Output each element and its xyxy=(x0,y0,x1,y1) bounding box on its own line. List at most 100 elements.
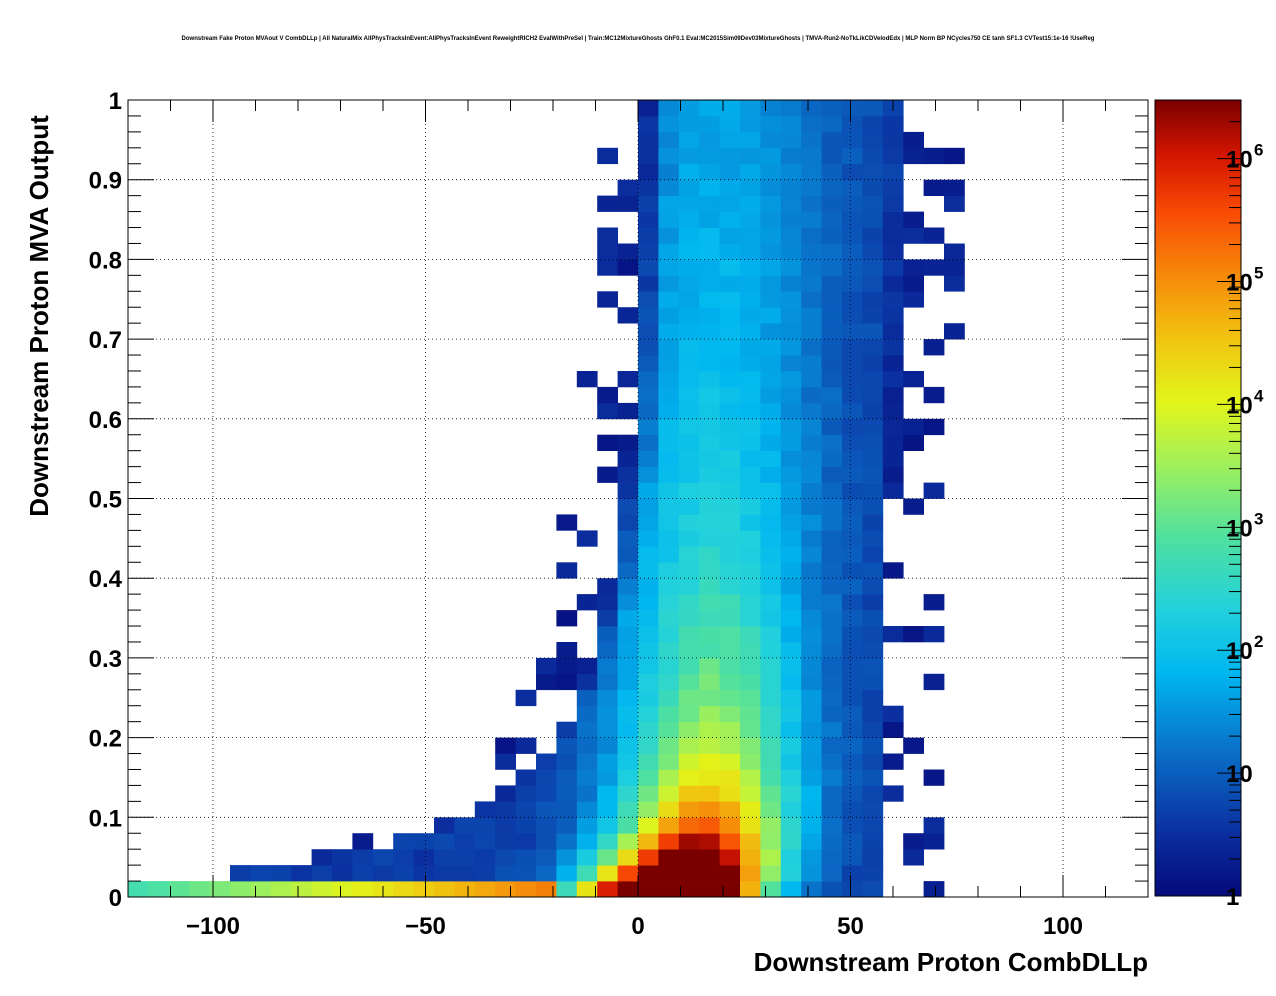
heatmap-cell xyxy=(882,355,904,372)
heatmap-cell xyxy=(617,785,639,802)
heatmap-cell xyxy=(638,721,659,738)
heatmap-cell xyxy=(638,801,659,818)
heatmap-cell xyxy=(780,163,802,181)
heatmap-cell xyxy=(454,865,476,882)
heatmap-cell xyxy=(678,753,700,770)
heatmap-cell xyxy=(699,291,720,308)
heatmap-cell xyxy=(760,355,782,372)
heatmap-cell xyxy=(740,339,761,356)
heatmap-cell xyxy=(699,227,720,244)
heatmap-cell xyxy=(780,291,802,308)
heatmap-cell xyxy=(658,323,680,340)
heatmap-cell xyxy=(882,259,904,276)
heatmap-cell xyxy=(658,530,680,547)
heatmap-cell xyxy=(536,833,557,850)
heatmap-cell xyxy=(821,482,843,499)
heatmap-cell xyxy=(760,753,782,770)
heatmap-cell xyxy=(597,386,618,404)
heatmap-cell xyxy=(638,849,659,866)
heatmap-cell xyxy=(658,705,680,722)
heatmap-cell xyxy=(617,179,639,196)
heatmap-cell xyxy=(862,673,884,691)
x-tick-label: 100 xyxy=(1043,913,1083,940)
heatmap-cell xyxy=(536,881,557,898)
heatmap-cell xyxy=(862,259,884,276)
heatmap-cell xyxy=(617,498,639,515)
heatmap-cell xyxy=(740,307,761,324)
heatmap-cell xyxy=(862,386,884,404)
heatmap-cell xyxy=(719,450,741,467)
heatmap-cell xyxy=(862,227,884,244)
heatmap-cell xyxy=(842,737,863,754)
heatmap-cell xyxy=(658,243,680,260)
heatmap-cell xyxy=(760,434,782,451)
heatmap-cell xyxy=(699,402,720,420)
heatmap-cell xyxy=(576,673,598,691)
heatmap-cell xyxy=(638,323,659,340)
heatmap-cell xyxy=(862,211,884,228)
heatmap-cell xyxy=(740,466,761,483)
heatmap-cell xyxy=(638,450,659,467)
heatmap-cell xyxy=(719,147,741,165)
heatmap-cell xyxy=(780,131,802,149)
heatmap-cell xyxy=(699,610,720,627)
heatmap-cell xyxy=(821,817,843,834)
heatmap-cell xyxy=(740,291,761,308)
heatmap-cell xyxy=(740,833,761,850)
heatmap-cell xyxy=(699,753,720,770)
heatmap-cell xyxy=(658,115,680,133)
heatmap-cell xyxy=(760,227,782,244)
heatmap-cell xyxy=(842,642,863,659)
heatmap-cell xyxy=(658,865,680,882)
heatmap-cell xyxy=(699,705,720,722)
heatmap-cell xyxy=(740,163,761,181)
heatmap-cell xyxy=(638,307,659,324)
heatmap-cell xyxy=(760,657,782,675)
heatmap-cell xyxy=(801,371,822,388)
heatmap-cell xyxy=(719,705,741,722)
heatmap-cell xyxy=(780,562,802,579)
heatmap-cells xyxy=(128,100,965,898)
heatmap-cell xyxy=(556,817,578,834)
heatmap-cell xyxy=(719,801,741,818)
heatmap-cell xyxy=(821,131,843,149)
heatmap-cell xyxy=(862,482,884,499)
chart-title: Downstream Fake Proton MVAout V CombDLLp… xyxy=(181,36,1095,42)
heatmap-cell xyxy=(801,275,822,292)
heatmap-cell xyxy=(617,259,639,276)
heatmap-cell xyxy=(903,371,924,388)
heatmap-cell xyxy=(617,753,639,770)
heatmap-cell xyxy=(495,817,516,834)
heatmap-cell xyxy=(780,307,802,324)
heatmap-cell xyxy=(780,147,802,165)
heatmap-cell xyxy=(638,705,659,722)
heatmap-cell xyxy=(842,131,863,149)
heatmap-cell xyxy=(515,817,537,834)
heatmap-cell xyxy=(821,259,843,276)
heatmap-cell xyxy=(842,243,863,260)
x-axis-label: Downstream Proton CombDLLp xyxy=(754,947,1148,977)
heatmap-cell xyxy=(658,817,680,834)
heatmap-cell xyxy=(678,801,700,818)
heatmap-cell xyxy=(597,291,618,308)
heatmap-cell xyxy=(780,498,802,515)
heatmap-cell xyxy=(842,785,863,802)
heatmap-cell xyxy=(842,626,863,643)
heatmap-cell xyxy=(719,849,741,866)
heatmap-cell xyxy=(474,801,496,818)
heatmap-cell xyxy=(903,227,924,244)
heatmap-cell xyxy=(576,530,598,547)
heatmap-cell xyxy=(801,562,822,579)
heatmap-cell xyxy=(801,386,822,404)
heatmap-cell xyxy=(699,865,720,882)
heatmap-cell xyxy=(780,195,802,212)
heatmap-cell xyxy=(740,673,761,691)
heatmap-cell xyxy=(719,291,741,308)
heatmap-cell xyxy=(862,530,884,547)
heatmap-cell xyxy=(597,801,618,818)
heatmap-cell xyxy=(678,163,700,181)
heatmap-cell xyxy=(719,610,741,627)
heatmap-cell xyxy=(801,115,822,133)
heatmap-cell xyxy=(209,881,231,898)
heatmap-cell xyxy=(821,546,843,563)
